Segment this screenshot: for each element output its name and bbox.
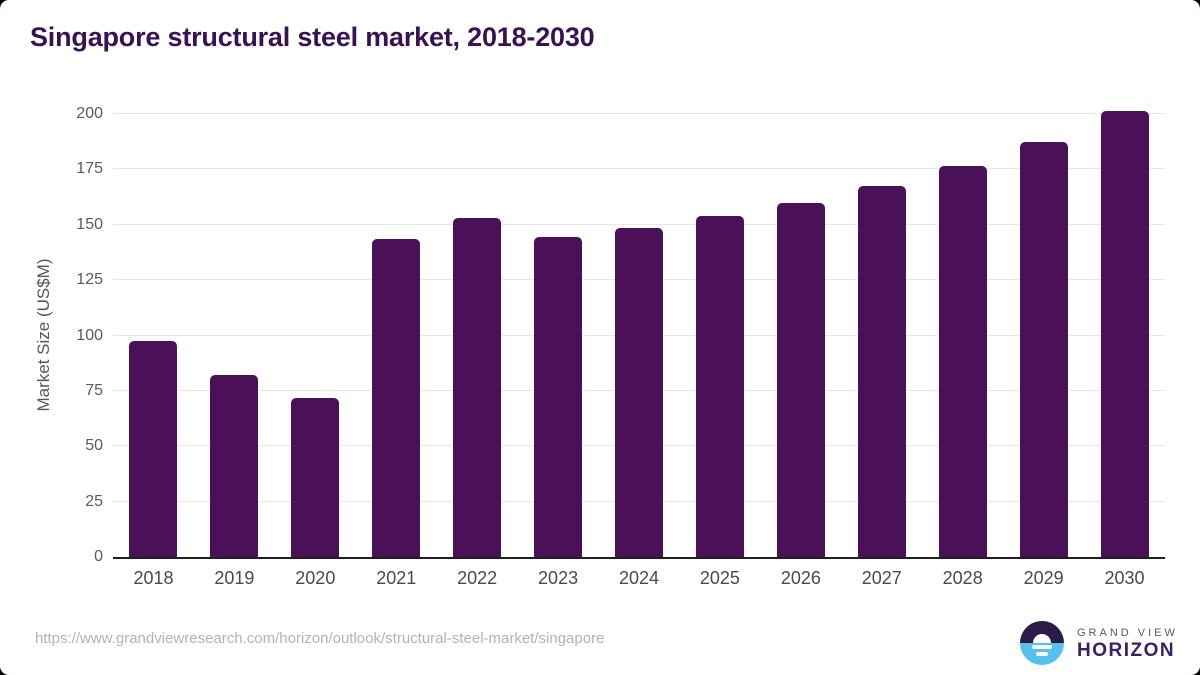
bar-2026[interactable]: [776, 202, 825, 557]
y-tick-label-75: 75: [85, 381, 103, 399]
y-tick-label-100: 100: [76, 326, 103, 344]
bar-2029[interactable]: [1019, 141, 1068, 557]
bar-2030[interactable]: [1100, 111, 1149, 557]
x-tick-label-2030: 2030: [1104, 568, 1145, 588]
bar-2018[interactable]: [129, 340, 178, 557]
horizon-logo-icon: [1020, 621, 1064, 665]
y-tick-label-50: 50: [85, 437, 103, 455]
source-url-link[interactable]: https://www.grandviewresearch.com/horizo…: [35, 630, 605, 647]
x-tick-label-2019: 2019: [214, 568, 255, 588]
logo-text: GRAND VIEW HORIZON: [1077, 626, 1178, 661]
gridline-175: [113, 168, 1165, 170]
logo-wave-shape: [1032, 645, 1052, 649]
y-tick-label-200: 200: [76, 105, 103, 122]
x-tick-label-2028: 2028: [942, 568, 983, 588]
logo-wave-shape: [1036, 652, 1048, 656]
x-tick-label-2026: 2026: [780, 568, 821, 588]
brand-logo: GRAND VIEW HORIZON: [1020, 621, 1178, 665]
bar-2020[interactable]: [291, 397, 340, 557]
y-tick-label-25: 25: [85, 492, 103, 510]
x-tick-label-2027: 2027: [861, 568, 902, 588]
x-tick-label-2018: 2018: [133, 568, 174, 588]
gridline-200: [113, 113, 1165, 114]
bar-2023[interactable]: [534, 236, 583, 557]
logo-brand-name: GRAND VIEW: [1077, 626, 1178, 639]
y-tick-label-0: 0: [94, 548, 103, 565]
bar-2024[interactable]: [615, 228, 663, 557]
plot-area: [113, 111, 1165, 559]
x-tick-label-2021: 2021: [376, 568, 417, 588]
x-tick-label-2023: 2023: [538, 568, 579, 588]
chart-title: Singapore structural steel market, 2018-…: [30, 22, 595, 52]
logo-product-name: HORIZON: [1077, 639, 1176, 661]
bar-2027[interactable]: [857, 186, 906, 557]
bar-2022[interactable]: [453, 218, 502, 557]
x-tick-label-2025: 2025: [699, 568, 740, 588]
x-tick-label-2029: 2029: [1023, 568, 1064, 588]
x-tick-label-2022: 2022: [457, 568, 498, 588]
x-tick-label-2020: 2020: [295, 568, 336, 588]
bar-2021[interactable]: [372, 238, 421, 557]
bar-2019[interactable]: [210, 374, 259, 557]
y-tick-label-175: 175: [76, 160, 103, 178]
logo-sun-shape: [1033, 634, 1051, 643]
gridline-150: [113, 223, 1165, 225]
y-tick-label-125: 125: [76, 271, 103, 289]
bar-2025[interactable]: [695, 216, 744, 557]
y-axis-tick-labels: 0 25 50 75 100 125 150 175 200: [0, 0, 103, 675]
x-axis-tick-labels: 2018 2019 2020 2021 2022 2023 2024 2025 2026 2027…: [113, 568, 1165, 589]
bar-2028[interactable]: [938, 165, 987, 557]
y-tick-label-150: 150: [76, 215, 103, 233]
x-tick-label-2024: 2024: [618, 568, 660, 588]
